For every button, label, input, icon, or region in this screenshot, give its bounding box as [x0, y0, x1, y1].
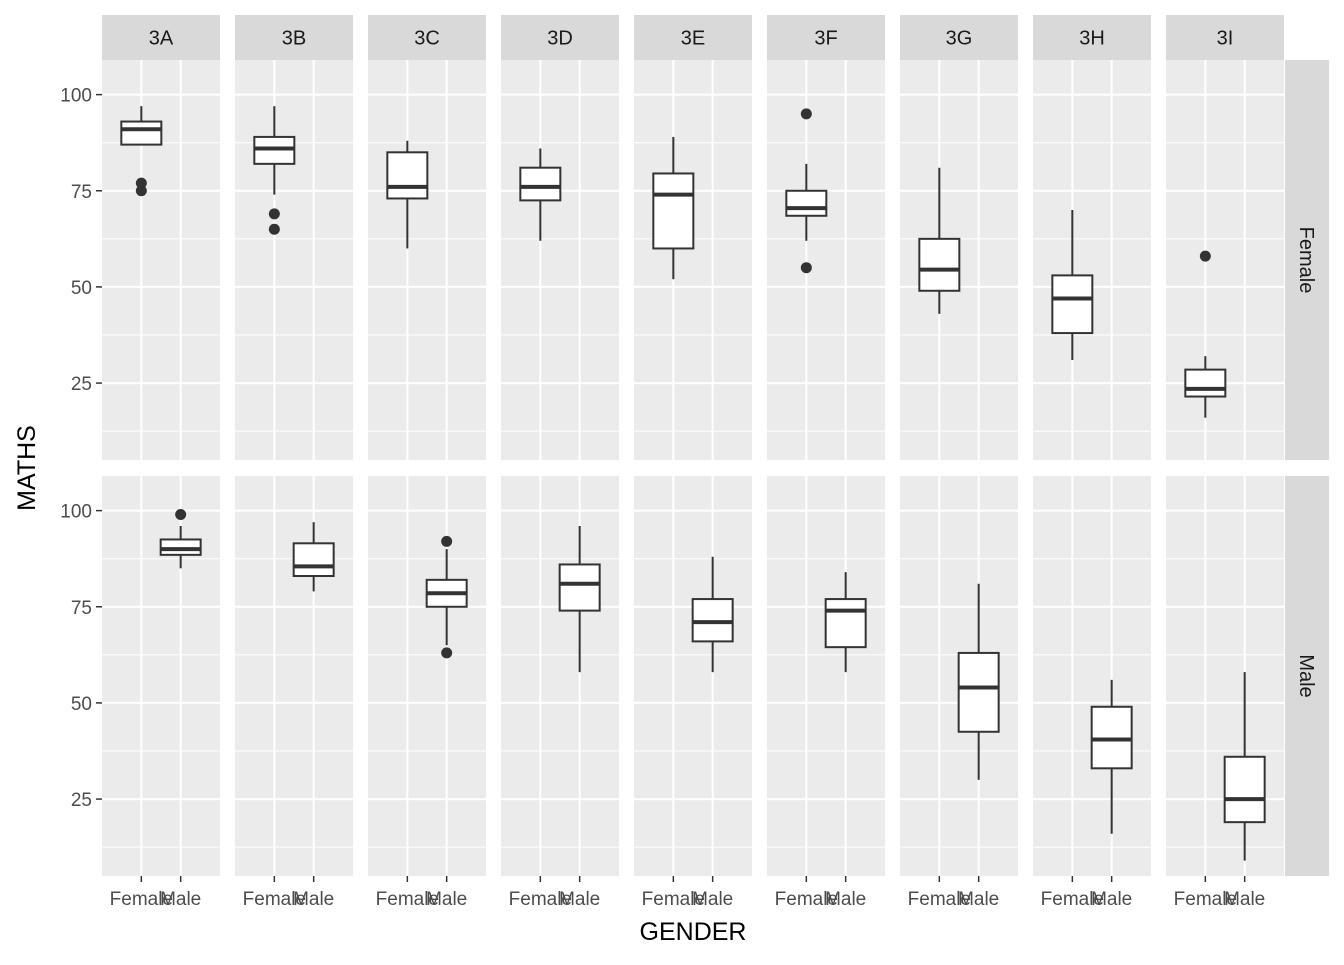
- facet-strip-top: [501, 15, 619, 60]
- outlier-point: [800, 262, 812, 274]
- box-iqr: [824, 598, 867, 649]
- outlier-point: [175, 508, 187, 520]
- box-iqr: [652, 172, 695, 250]
- facet-label-3e: 3E: [681, 28, 705, 50]
- x-tick-label: Female: [908, 889, 971, 910]
- panel-background: [235, 60, 353, 460]
- panel-background: [634, 60, 752, 460]
- y-tick-label: 50: [71, 694, 92, 715]
- y-tick-label: 100: [60, 502, 92, 523]
- outlier-point: [268, 223, 280, 235]
- box-iqr: [558, 563, 601, 612]
- x-tick-label: Female: [1174, 889, 1237, 910]
- box-iqr: [918, 237, 961, 292]
- facet-strip-top: [634, 15, 752, 60]
- panel-background: [368, 476, 486, 876]
- facet-strip-top: [1033, 15, 1151, 60]
- panel-background: [1033, 60, 1151, 460]
- outlier-point: [441, 647, 453, 659]
- y-axis-title: MATHS: [13, 425, 41, 511]
- facet-label-3g: 3G: [946, 28, 973, 50]
- panel-background: [767, 60, 885, 460]
- panel-background: [102, 476, 220, 876]
- y-tick-label: 75: [71, 598, 92, 619]
- facet-strip-top: [235, 15, 353, 60]
- box-iqr: [519, 166, 562, 202]
- box-iqr: [386, 151, 429, 200]
- outlier-point: [441, 535, 453, 547]
- facet-label-3h: 3H: [1079, 28, 1105, 50]
- facet-label-3i: 3I: [1217, 28, 1234, 50]
- facet-strip-top: [900, 15, 1018, 60]
- x-tick-label: Female: [1041, 889, 1104, 910]
- x-tick-label: Male: [160, 889, 201, 910]
- facet-label-3d: 3D: [547, 28, 573, 50]
- outlier-point: [1199, 250, 1211, 262]
- panel-background: [102, 60, 220, 460]
- outlier-point: [800, 108, 812, 120]
- x-tick-label: Male: [293, 889, 334, 910]
- box-iqr: [957, 651, 1000, 733]
- x-tick-label: Female: [775, 889, 838, 910]
- facet-label-3f: 3F: [814, 28, 837, 50]
- x-tick-label: Male: [958, 889, 999, 910]
- box-iqr: [1051, 274, 1094, 335]
- facet-label-male: Male: [1295, 654, 1317, 697]
- x-tick-label: Male: [825, 889, 866, 910]
- x-tick-label: Female: [243, 889, 306, 910]
- panel-background: [501, 476, 619, 876]
- panel-background: [1033, 476, 1151, 876]
- y-tick-label: 100: [60, 86, 92, 107]
- y-tick-label: 75: [71, 182, 92, 203]
- outlier-point: [135, 185, 147, 197]
- x-tick-label: Female: [376, 889, 439, 910]
- outlier-point: [268, 208, 280, 220]
- facet-strip-top: [102, 15, 220, 60]
- x-tick-label: Female: [110, 889, 173, 910]
- facet-strip-right: [1285, 476, 1329, 876]
- y-tick-label: 25: [71, 790, 92, 811]
- x-tick-label: Male: [692, 889, 733, 910]
- box-iqr: [1223, 755, 1266, 824]
- x-tick-label: Female: [642, 889, 705, 910]
- facet-strip-top: [1166, 15, 1284, 60]
- x-tick-label: Male: [426, 889, 467, 910]
- x-tick-label: Female: [509, 889, 572, 910]
- x-tick-label: Male: [559, 889, 600, 910]
- y-tick-label: 50: [71, 278, 92, 299]
- x-axis-title: GENDER: [640, 918, 747, 946]
- facet-label-female: Female: [1295, 227, 1317, 294]
- x-tick-label: Male: [1091, 889, 1132, 910]
- facet-label-3a: 3A: [149, 28, 174, 50]
- facet-label-3b: 3B: [282, 28, 306, 50]
- panel-background: [634, 476, 752, 876]
- facet-strip-top: [767, 15, 885, 60]
- panel-background: [235, 476, 353, 876]
- y-tick-label: 25: [71, 374, 92, 395]
- panel-background: [501, 60, 619, 460]
- box-iqr: [292, 542, 335, 577]
- panel-background: [1166, 60, 1284, 460]
- box-iqr: [1184, 368, 1227, 398]
- box-iqr: [120, 120, 163, 146]
- panel-background: [767, 476, 885, 876]
- facet-strip-top: [368, 15, 486, 60]
- outlier-point: [135, 177, 147, 189]
- facet-label-3c: 3C: [414, 28, 440, 50]
- panel-background: [368, 60, 486, 460]
- x-tick-label: Male: [1224, 889, 1265, 910]
- box-iqr: [785, 189, 828, 217]
- facet-strip-right: [1285, 60, 1329, 460]
